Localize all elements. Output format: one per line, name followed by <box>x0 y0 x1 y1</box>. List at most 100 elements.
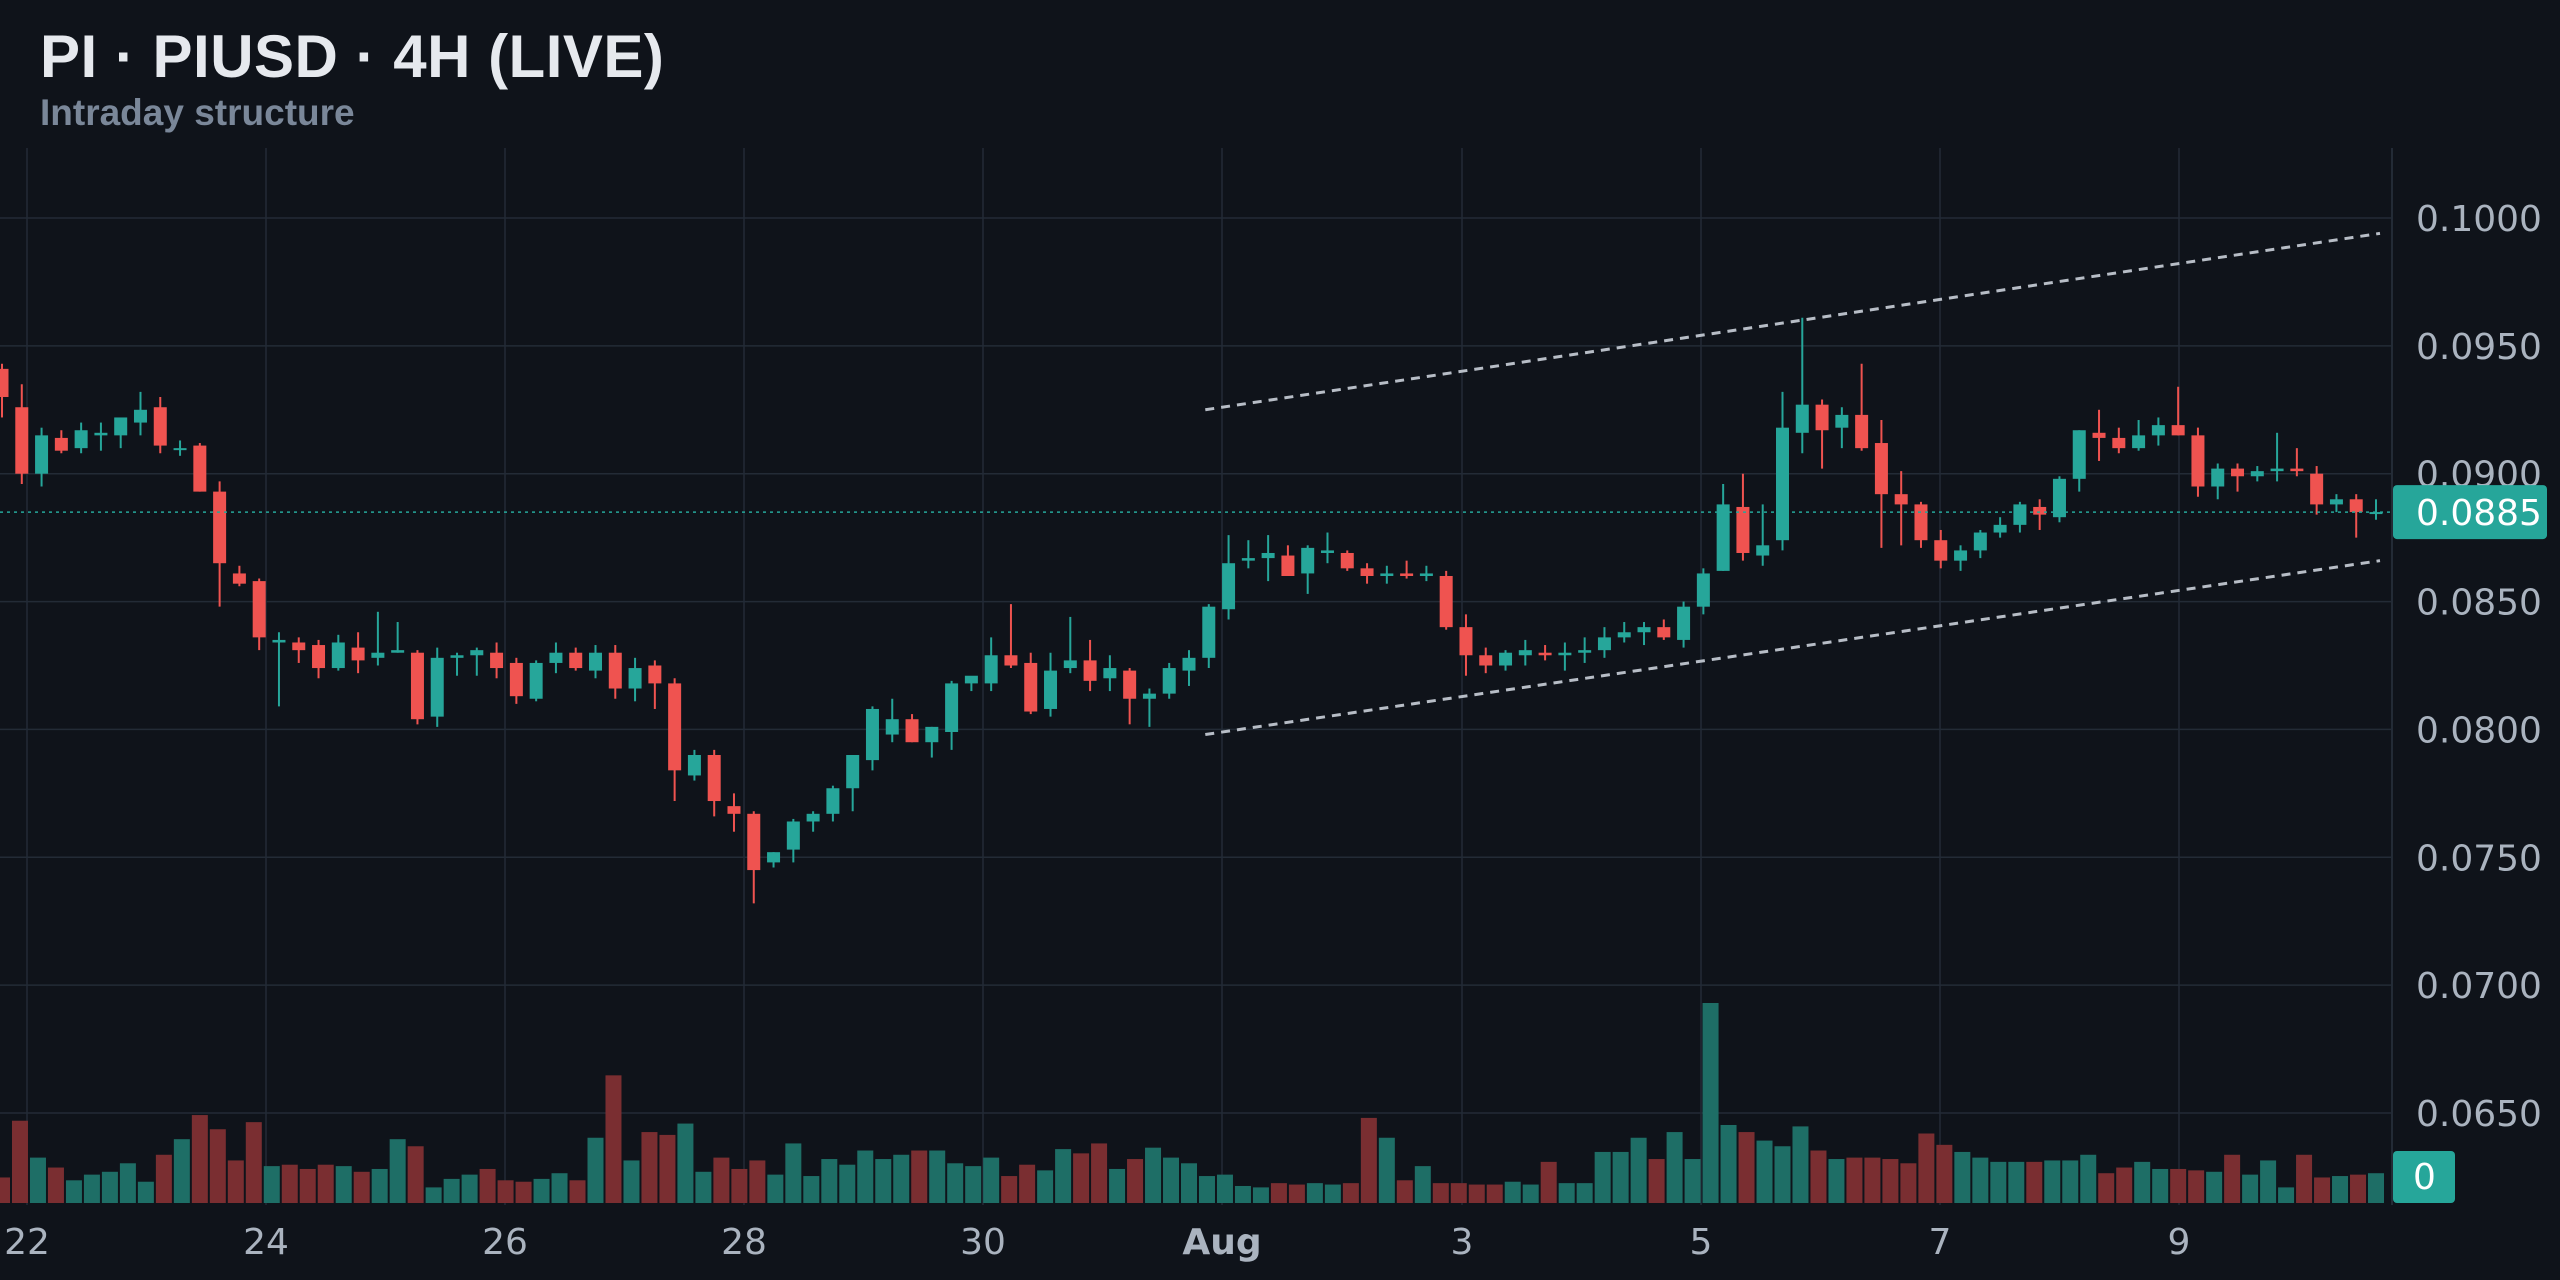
candle-body <box>1736 506 1750 553</box>
volume-bar <box>1900 1163 1917 1203</box>
volume-bar <box>1450 1183 1467 1203</box>
candle-body <box>1340 552 1354 569</box>
candle <box>1835 407 1849 449</box>
candle-body <box>1617 632 1631 638</box>
candle-body <box>450 655 464 658</box>
candle <box>173 440 187 456</box>
candle-body <box>1874 443 1888 495</box>
candle <box>905 714 919 743</box>
volume-bar <box>443 1178 460 1203</box>
candle-body <box>1677 606 1691 640</box>
volume-bar <box>875 1159 892 1203</box>
candle-body <box>1499 652 1513 666</box>
candle-body <box>767 852 781 863</box>
volume-bar <box>515 1181 532 1203</box>
candle-body <box>509 662 523 697</box>
candle-body <box>826 788 840 814</box>
volume-bar <box>1846 1157 1863 1203</box>
volume-bar <box>965 1166 982 1203</box>
candle-body <box>15 407 29 474</box>
candle <box>114 417 128 449</box>
candle-body <box>153 407 167 446</box>
candlesticks <box>0 317 2383 904</box>
candle <box>2329 494 2343 513</box>
volume-bar <box>2170 1168 2187 1203</box>
volume-bar <box>893 1154 910 1203</box>
candle <box>312 639 326 679</box>
candle-body <box>1182 657 1196 671</box>
volume-bar <box>1091 1143 1108 1203</box>
candle <box>2270 432 2284 482</box>
candle <box>1538 645 1552 661</box>
candle <box>1301 545 1315 594</box>
time-tick-label: 5 <box>1690 1222 1713 1263</box>
candle-body <box>430 657 444 717</box>
candle-body <box>2072 430 2086 479</box>
volume-bar <box>2368 1173 2384 1203</box>
candle-body <box>1459 627 1473 656</box>
price-axis[interactable]: 0.10000.09500.09000.08500.08000.07500.07… <box>2391 148 2547 1205</box>
volume-bar <box>803 1176 820 1203</box>
volume-bar <box>749 1160 766 1203</box>
price-tick-label: 0.0950 <box>2416 327 2542 368</box>
price-tick-label: 0.0650 <box>2416 1094 2542 1135</box>
candle-body <box>133 409 147 423</box>
time-tick-label: 7 <box>1929 1222 1952 1263</box>
candle <box>1083 639 1097 692</box>
volume-bar <box>929 1150 946 1203</box>
candle-body <box>1597 637 1611 651</box>
volume-bar <box>1414 1166 1431 1203</box>
candle-body <box>2191 435 2205 487</box>
candle <box>0 363 9 418</box>
candle-body <box>1419 573 1433 576</box>
candle <box>1578 637 1592 663</box>
candle <box>430 647 444 727</box>
candle-body <box>371 652 385 658</box>
candle <box>1637 622 1651 646</box>
candle-body <box>351 647 365 661</box>
candle-body <box>1380 573 1394 576</box>
candle-body <box>94 432 108 436</box>
candle-body <box>252 581 266 638</box>
candle <box>1874 420 1888 548</box>
candle <box>1024 652 1038 715</box>
volume-bar <box>1864 1157 1881 1203</box>
volume-bar <box>2026 1161 2043 1203</box>
candle-body <box>1934 540 1948 561</box>
volume-bar <box>1522 1184 1539 1203</box>
candle-body <box>232 573 246 584</box>
volume-bar <box>1828 1159 1845 1203</box>
candle-body <box>905 719 919 743</box>
volume-bar <box>1972 1157 1989 1203</box>
volume-bar <box>551 1173 568 1203</box>
candle-body <box>2211 468 2225 487</box>
volume-bar <box>2242 1174 2259 1203</box>
volume-bar <box>119 1163 136 1203</box>
volume-bar <box>2116 1167 2133 1203</box>
candle-body <box>410 652 424 720</box>
volume-bar <box>623 1160 640 1203</box>
current-price-label: 0.0885 <box>2416 493 2542 534</box>
candle <box>806 811 820 832</box>
volume-bar <box>1648 1159 1665 1203</box>
candle-body <box>1696 573 1710 607</box>
candle-body <box>925 726 939 743</box>
candle <box>2132 420 2146 451</box>
volume-bar <box>695 1171 712 1203</box>
candle-body <box>173 448 187 451</box>
candle <box>1123 668 1137 725</box>
volume-bar <box>137 1181 154 1203</box>
candle <box>786 818 800 863</box>
candle-body <box>846 755 860 789</box>
time-axis[interactable]: 22 24 26 28 30 Aug 3 5 7 9 <box>4 1222 2190 1263</box>
candle-body <box>1261 552 1275 559</box>
candle <box>2112 427 2126 454</box>
volume-bar <box>2098 1173 2115 1203</box>
candle <box>1776 391 1789 551</box>
candle <box>569 647 583 671</box>
candle <box>1815 399 1829 469</box>
candle <box>1696 568 1710 615</box>
candle <box>1617 622 1631 643</box>
candle <box>351 632 365 674</box>
